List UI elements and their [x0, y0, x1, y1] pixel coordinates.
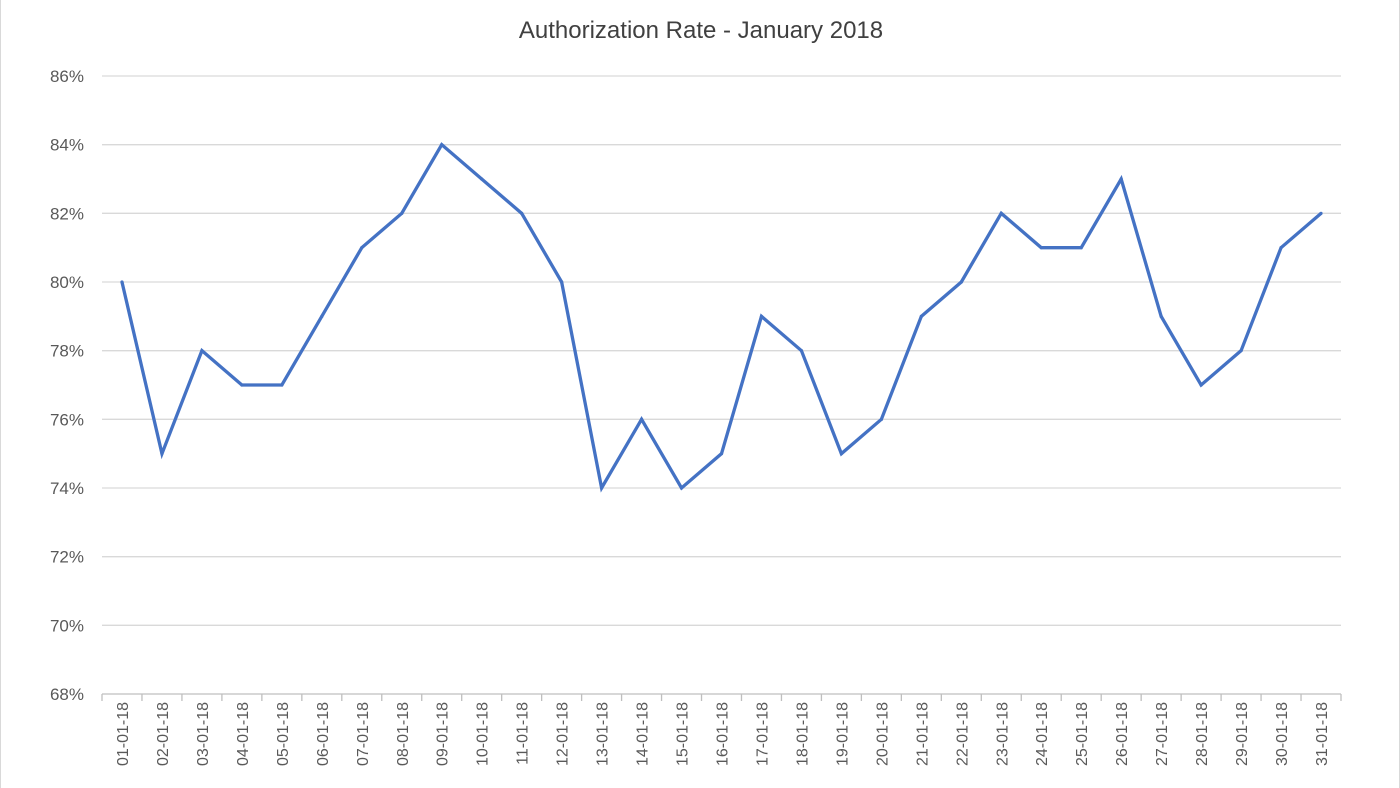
data-point	[1039, 246, 1043, 250]
data-point	[200, 349, 204, 353]
y-tick-label: 86%	[50, 67, 84, 86]
y-tick-label: 76%	[50, 410, 84, 429]
data-point	[799, 349, 804, 353]
data-point	[719, 452, 724, 456]
x-tick-label: 12-01-18	[555, 702, 572, 766]
data-point	[400, 211, 404, 215]
x-tick-label: 29-01-18	[1234, 702, 1251, 766]
data-point	[1199, 383, 1203, 387]
data-point	[120, 280, 124, 284]
data-point	[759, 314, 764, 318]
x-axis-tick-labels: 01-01-18 02-01-18 03-01-18 04-01-18 05-01-18…	[115, 702, 1331, 766]
data-point	[839, 452, 844, 456]
y-tick-label: 68%	[50, 685, 84, 704]
x-tick-label: 25-01-18	[1074, 702, 1091, 766]
x-tick-label: 23-01-18	[994, 702, 1011, 766]
data-point	[360, 246, 364, 250]
x-tick-label: 09-01-18	[435, 702, 452, 766]
y-tick-label: 80%	[50, 273, 84, 292]
data-point	[480, 177, 484, 181]
chart-title: Authorization Rate - January 2018	[519, 17, 883, 44]
x-tick-label: 28-01-18	[1194, 702, 1211, 766]
x-tick-label: 19-01-18	[834, 702, 851, 766]
x-tick-label: 27-01-18	[1154, 702, 1171, 766]
data-point	[320, 314, 324, 318]
x-tick-label: 11-01-18	[515, 702, 532, 765]
x-tick-label: 07-01-18	[355, 702, 372, 766]
y-tick-label: 70%	[50, 616, 84, 635]
data-point	[440, 143, 444, 147]
x-tick-label: 16-01-18	[715, 702, 732, 766]
x-tick-label: 24-01-18	[1034, 702, 1051, 766]
x-axis	[101, 693, 1342, 701]
data-point	[1079, 246, 1083, 250]
data-point	[160, 452, 164, 456]
data-point	[999, 211, 1003, 215]
data-point	[639, 417, 644, 421]
x-tick-label: 04-01-18	[235, 702, 252, 766]
series-line	[120, 142, 1323, 493]
x-tick-label: 21-01-18	[914, 702, 931, 766]
data-point	[240, 383, 244, 387]
y-axis-tick-labels: 68% 70% 72% 74% 76% 78% 80% 82% 84% 86%	[50, 67, 84, 704]
data-point	[1239, 349, 1243, 353]
x-tick-label: 22-01-18	[954, 702, 971, 766]
x-tick-label: 03-01-18	[195, 702, 212, 766]
data-point	[1319, 211, 1323, 215]
data-point	[919, 314, 923, 318]
x-tick-label: 15-01-18	[675, 702, 692, 766]
data-point	[1159, 314, 1163, 318]
data-point	[1279, 246, 1283, 250]
y-tick-label: 72%	[50, 548, 84, 567]
data-point	[280, 383, 284, 387]
x-tick-label: 06-01-18	[315, 702, 332, 766]
x-tick-label: 02-01-18	[155, 702, 172, 766]
data-point	[679, 486, 684, 490]
x-tick-label: 13-01-18	[595, 702, 612, 766]
x-tick-label: 30-01-18	[1274, 702, 1291, 766]
data-point	[560, 280, 564, 284]
data-point	[1119, 177, 1123, 181]
y-tick-label: 82%	[50, 204, 84, 223]
x-tick-label: 18-01-18	[794, 702, 811, 766]
data-point	[879, 417, 883, 421]
x-tick-label: 05-01-18	[275, 702, 292, 766]
x-tick-label: 26-01-18	[1114, 702, 1131, 766]
y-tick-label: 84%	[50, 136, 84, 155]
x-tick-label: 17-01-18	[754, 702, 771, 766]
y-tick-label: 78%	[50, 342, 84, 361]
data-point	[959, 280, 963, 284]
y-tick-label: 74%	[50, 479, 84, 498]
data-point	[520, 211, 524, 215]
x-tick-label: 31-01-18	[1314, 702, 1331, 766]
data-point	[599, 486, 604, 490]
x-tick-label: 20-01-18	[874, 702, 891, 766]
series-layer	[120, 142, 1323, 493]
x-tick-label: 08-01-18	[395, 702, 412, 766]
x-tick-label: 14-01-18	[635, 702, 652, 766]
x-tick-label: 01-01-18	[115, 702, 132, 766]
gridlines	[102, 75, 1341, 626]
x-tick-label: 10-01-18	[475, 702, 492, 766]
